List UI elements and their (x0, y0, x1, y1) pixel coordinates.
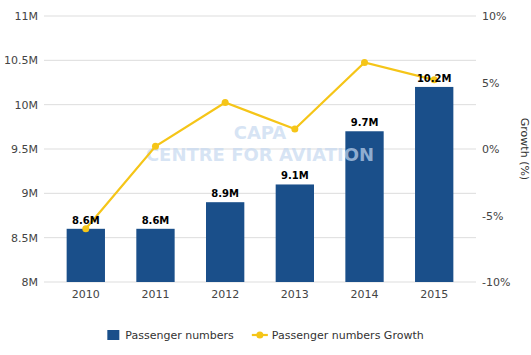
x-tick-label: 2014 (351, 288, 379, 301)
y-tick-label: 10.5M (4, 54, 38, 67)
watermark-line: CAPA (234, 122, 287, 143)
legend-swatch (107, 330, 119, 340)
y-tick-label: 10M (15, 99, 39, 112)
y-tick-label: 9M (22, 187, 39, 200)
grid-line (44, 193, 476, 194)
line-marker (222, 99, 229, 106)
y2-tick-label: 5% (482, 77, 499, 90)
grid-line (44, 282, 476, 283)
y2-axis-label: Growth (%) (518, 118, 531, 180)
line-area (82, 59, 437, 232)
watermark: CAPACENTRE FOR AVIATION (146, 122, 374, 165)
line (86, 63, 434, 229)
data-label: 10.2M (417, 73, 452, 84)
chart: 8M 8.5M 9M 9.5M 10M 10.5M 11M -10% -5% 0% 5% 10% Gro… (0, 0, 531, 355)
line-marker (361, 59, 368, 66)
line-marker (152, 143, 159, 150)
legend-label: Passenger numbers Growth (272, 329, 424, 342)
y-tick-label: 9.5M (11, 143, 38, 156)
watermark-line: CENTRE FOR AVIATION (146, 144, 374, 165)
bar (206, 202, 244, 282)
bar (136, 229, 174, 282)
legend: Passenger numbers Passenger numbers Growt… (107, 329, 423, 342)
grid-line (44, 104, 476, 105)
data-label: 9.1M (281, 170, 309, 181)
grid-line (44, 237, 476, 238)
data-labels: 8.6M 8.6M 8.9M 9.1M 9.7M 10.2M (72, 73, 452, 226)
x-tick-label: 2012 (211, 288, 239, 301)
y-tick-label: 8M (22, 276, 39, 289)
legend-marker (256, 332, 263, 339)
x-tick-label: 2010 (72, 288, 100, 301)
line-marker (291, 126, 298, 133)
data-label: 8.6M (142, 215, 170, 226)
y-tick-label: 8.5M (11, 232, 38, 245)
bar (67, 229, 105, 282)
x-tick-label: 2011 (141, 288, 169, 301)
legend-label: Passenger numbers (125, 329, 234, 342)
y-tick-label: 11M (15, 10, 39, 23)
data-label: 8.6M (72, 215, 100, 226)
bar (415, 87, 453, 282)
data-label: 8.9M (211, 188, 239, 199)
x-tick-label: 2015 (420, 288, 448, 301)
x-tick-label: 2013 (281, 288, 309, 301)
y2-tick-label: -10% (482, 276, 510, 289)
grid-line (44, 60, 476, 61)
grid-line (44, 16, 476, 17)
data-label: 9.7M (351, 117, 379, 128)
y2-tick-label: -5% (482, 210, 503, 223)
bar (276, 184, 314, 282)
y2-tick-label: 10% (482, 10, 506, 23)
line-marker (82, 225, 89, 232)
y2-tick-label: 0% (482, 143, 499, 156)
